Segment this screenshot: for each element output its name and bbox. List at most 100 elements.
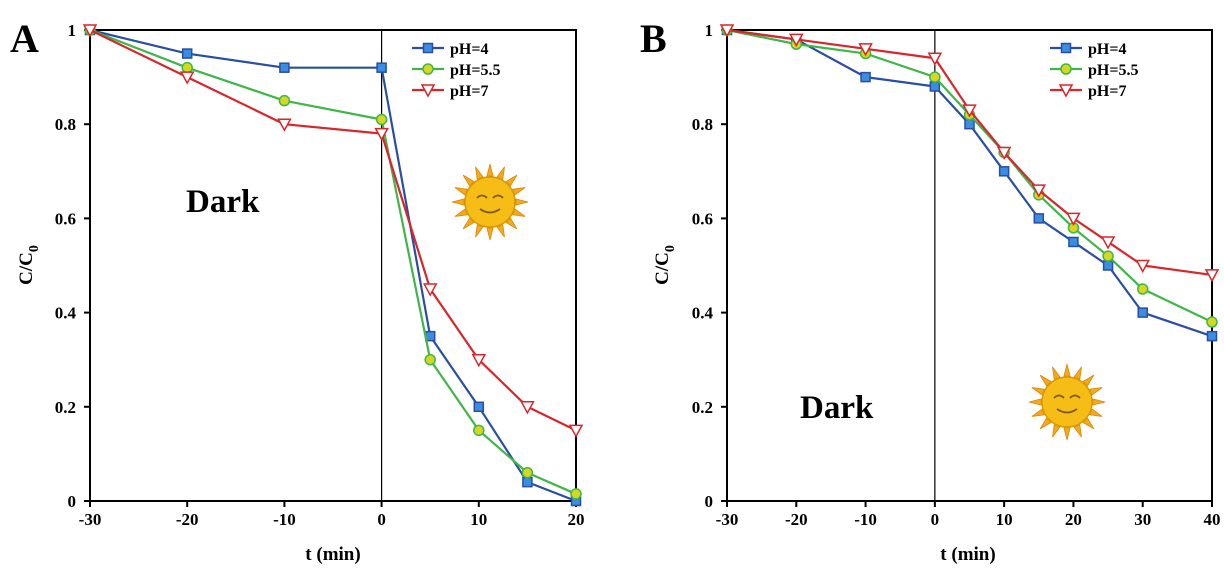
sun-ray (1089, 387, 1103, 396)
sun-icon (1028, 363, 1106, 441)
data-point (1206, 330, 1218, 342)
y-tick-label: 1 (68, 21, 77, 40)
data-point (424, 353, 436, 366)
data-point (789, 33, 804, 47)
data-point (181, 61, 193, 74)
series-line-triangle-down (726, 28, 1213, 277)
plot-frame (726, 29, 1213, 502)
data-point (520, 401, 535, 415)
sun-ray (1039, 374, 1052, 387)
y-axis-title-text: C/C (16, 252, 37, 285)
data-point (278, 94, 291, 107)
y-axis-title-subscript: 0 (663, 245, 678, 252)
sun-ray (475, 166, 484, 180)
sun-ray (462, 174, 475, 187)
y-tick-label: 0 (68, 492, 77, 511)
sun-ray (1073, 366, 1082, 380)
sun-ray (1052, 424, 1061, 438)
data-point (521, 466, 534, 479)
data-point (376, 62, 387, 73)
sun-ray (1092, 398, 1106, 406)
sun-ray (496, 166, 505, 180)
data-point (1137, 307, 1148, 318)
sun-ray (451, 198, 465, 206)
series-line-triangle-down (89, 29, 577, 432)
sun-ray (1031, 387, 1045, 396)
series-line-circle (89, 28, 577, 495)
legend-label: pH=4 (450, 41, 488, 58)
sun-ray (1082, 374, 1095, 387)
data-point (1068, 236, 1079, 248)
sun-ray (1082, 417, 1095, 430)
legend-marker (1058, 84, 1074, 98)
y-tick-label: 0.8 (692, 115, 713, 134)
x-axis-title: t (min) (305, 544, 360, 565)
panel-letter: B (640, 16, 667, 61)
series-line-square (89, 28, 577, 503)
legend-marker (1060, 63, 1072, 75)
panel-letter: A (10, 16, 39, 61)
sun-ray (1031, 408, 1045, 417)
legend-label: pH=7 (1088, 83, 1126, 100)
x-tick-label: 40 (1204, 510, 1221, 529)
y-axis-title: C/C0 (652, 245, 678, 285)
data-point (179, 71, 195, 85)
data-point (1102, 250, 1114, 262)
sun-ray (505, 217, 518, 230)
data-point (522, 476, 533, 488)
svg-text:C/C0: C/C0 (652, 245, 678, 285)
legend-label: pH=7 (450, 83, 488, 100)
sun-ray (454, 208, 468, 217)
data-point (375, 113, 388, 126)
sun-ray (454, 187, 468, 196)
y-tick-label: 0.6 (55, 209, 76, 228)
x-tick-label: 30 (1134, 510, 1151, 529)
sun-ray (1052, 366, 1061, 380)
x-tick-label: -10 (854, 510, 877, 529)
data-point (1031, 184, 1047, 198)
data-point (1135, 259, 1150, 274)
data-point (1066, 212, 1081, 226)
data-point (860, 71, 871, 83)
y-tick-label: 0 (705, 492, 714, 511)
data-point (277, 118, 292, 132)
sun-ray (512, 208, 526, 217)
y-tick-label: 0.2 (55, 398, 76, 417)
x-tick-label: 10 (996, 510, 1013, 529)
data-point (1204, 269, 1220, 283)
x-axis-title: t (min) (940, 544, 995, 565)
data-point (570, 488, 582, 500)
x-tick-label: -30 (79, 510, 102, 529)
data-point (1033, 213, 1045, 224)
x-tick-label: -20 (785, 510, 808, 529)
svg-text:C/C0: C/C0 (16, 245, 42, 285)
sun-ray (515, 198, 529, 206)
y-tick-label: 1 (705, 21, 714, 40)
x-tick-label: 20 (1065, 510, 1082, 529)
sun-ray (1063, 427, 1071, 441)
dark-annotation: Dark (800, 390, 874, 426)
plot-frame (89, 29, 577, 502)
sun-ray (505, 174, 518, 187)
sun-ray (475, 224, 484, 238)
sun-ray (1039, 417, 1052, 430)
data-point (473, 424, 485, 437)
data-point (1100, 236, 1116, 250)
sun-ray (1089, 408, 1103, 417)
data-point (996, 146, 1012, 161)
series-line-circle (726, 28, 1213, 324)
data-point (719, 24, 735, 38)
data-point (82, 24, 98, 38)
x-tick-label: 20 (568, 510, 585, 529)
y-tick-label: 0.4 (692, 304, 714, 323)
x-tick-label: 0 (377, 510, 386, 529)
y-tick-label: 0.6 (692, 209, 713, 228)
sun-ray (462, 217, 475, 230)
sun-ray (496, 224, 505, 238)
y-axis-title-subscript: 0 (27, 245, 42, 252)
data-point (1136, 283, 1149, 295)
data-point (998, 166, 1010, 177)
dark-annotation: Dark (186, 184, 260, 220)
